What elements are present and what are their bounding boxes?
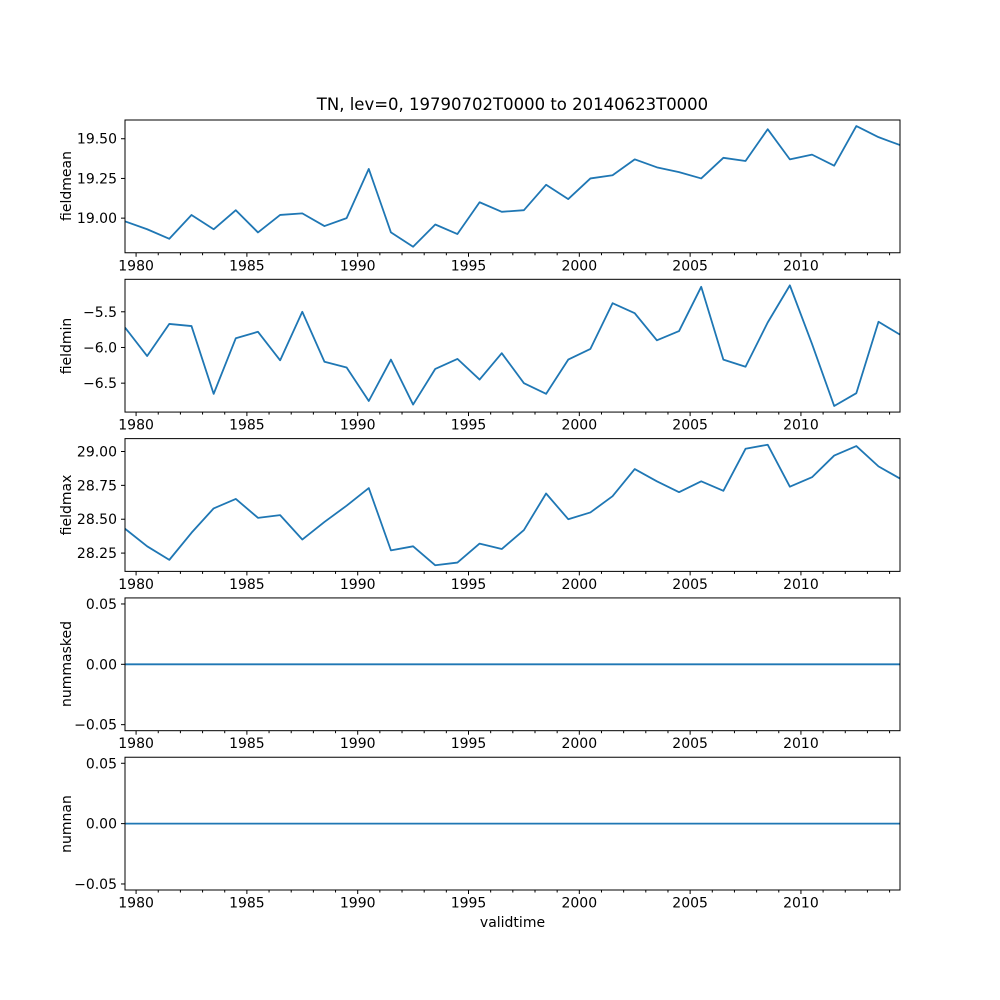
x-tick-label: 1995 — [451, 577, 487, 593]
x-tick-label: 1980 — [118, 258, 154, 274]
x-tick-label: 1985 — [229, 736, 265, 752]
axes-frame-fieldmax — [124, 438, 901, 572]
x-tick-label: 1985 — [229, 577, 265, 593]
axes-frame-fieldmin — [124, 278, 901, 413]
x-tick-label: 2010 — [783, 418, 819, 434]
x-tick-label: 2010 — [783, 258, 819, 274]
y-tick-label: 28.50 — [77, 512, 117, 528]
y-tick-label: 19.25 — [77, 171, 117, 187]
ylabel-nummasked: nummasked — [59, 620, 75, 708]
x-tick-label: 1995 — [451, 258, 487, 274]
y-tick-label: −0.05 — [74, 718, 117, 734]
ylabel-fieldmax: fieldmax — [59, 474, 75, 536]
x-tick-label: 2005 — [672, 577, 708, 593]
x-tick-label: 2000 — [561, 736, 597, 752]
y-tick-label: 19.50 — [77, 132, 117, 148]
x-tick-label: 1985 — [229, 258, 265, 274]
x-tick-label: 1980 — [118, 736, 154, 752]
x-tick-label: 2010 — [783, 896, 819, 912]
y-tick-label: 29.00 — [77, 444, 117, 460]
y-tick-label: 0.05 — [86, 597, 117, 613]
x-tick-label: 1995 — [451, 736, 487, 752]
y-tick-label: 28.25 — [77, 546, 117, 562]
y-tick-label: 0.05 — [86, 756, 117, 772]
x-tick-label: 1980 — [118, 896, 154, 912]
x-tick-label: 1985 — [229, 896, 265, 912]
x-tick-label: 1995 — [451, 896, 487, 912]
ylabel-fieldmin: fieldmin — [59, 317, 75, 375]
y-tick-label: 0.00 — [86, 657, 117, 673]
x-tick-label: 2010 — [783, 736, 819, 752]
x-tick-label: 1990 — [340, 577, 376, 593]
x-tick-label: 1980 — [118, 418, 154, 434]
figure-title: TN, lev=0, 19790702T0000 to 20140623T000… — [316, 95, 709, 114]
y-tick-label: −6.0 — [83, 340, 117, 356]
x-tick-label: 2000 — [561, 418, 597, 434]
line-fieldmin — [125, 284, 900, 407]
x-tick-label: 1990 — [340, 418, 376, 434]
xlabel-validtime: validtime — [479, 915, 546, 931]
x-tick-label: 1995 — [451, 418, 487, 434]
x-tick-label: 2005 — [672, 896, 708, 912]
x-tick-label: 2005 — [672, 736, 708, 752]
x-tick-label: 1985 — [229, 418, 265, 434]
x-tick-label: 2000 — [561, 896, 597, 912]
axes-frame-fieldmean — [124, 119, 901, 254]
x-tick-label: 1990 — [340, 896, 376, 912]
y-tick-label: −0.05 — [74, 877, 117, 893]
line-fieldmean — [125, 125, 900, 248]
x-tick-label: 2000 — [561, 258, 597, 274]
y-tick-label: 28.75 — [77, 478, 117, 494]
x-tick-label: 1990 — [340, 736, 376, 752]
ylabel-numnan: numnan — [59, 795, 75, 853]
x-tick-label: 1990 — [340, 258, 376, 274]
x-tick-label: 2005 — [672, 258, 708, 274]
y-tick-label: 0.00 — [86, 817, 117, 833]
x-tick-label: 2005 — [672, 418, 708, 434]
y-tick-label: 19.00 — [77, 211, 117, 227]
line-fieldmax — [125, 443, 900, 567]
x-tick-label: 2000 — [561, 577, 597, 593]
x-tick-label: 1980 — [118, 577, 154, 593]
ylabel-fieldmean: fieldmean — [59, 151, 75, 221]
x-tick-label: 2010 — [783, 577, 819, 593]
y-tick-label: −6.5 — [83, 376, 117, 392]
y-tick-label: −5.5 — [83, 305, 117, 321]
